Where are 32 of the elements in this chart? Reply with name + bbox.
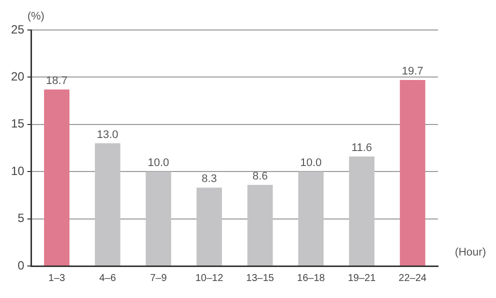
x-tick-label: 13–15 [246,272,274,284]
bar [196,188,222,266]
data-label: 10.0 [300,157,322,170]
x-tick-label: 7–9 [150,272,168,284]
data-label: 19.7 [402,66,424,78]
y-tick-label: 5 [18,211,25,226]
data-label: 18.7 [46,75,68,88]
bar [44,89,70,266]
bar [247,184,273,266]
data-label: 11.6 [351,142,372,154]
bar [146,172,172,266]
data-label: 8.3 [202,173,217,186]
bar [298,172,324,266]
x-tick-label: 16–18 [297,272,326,284]
data-label: 10.0 [148,157,170,170]
y-tick-label: 10 [10,164,25,178]
x-tick-label: 22–24 [398,272,427,284]
y-axis-title: (%) [27,10,44,23]
bar [349,156,374,266]
x-tick-label: 4–6 [99,272,116,284]
x-axis-title: (Hour) [454,246,486,259]
y-tick-label: 25 [10,22,25,36]
bar [400,80,426,266]
x-tick-label: 19–21 [348,272,376,284]
y-tick-label: 0 [18,258,25,272]
data-label: 13.0 [96,128,118,141]
y-tick-label: 15 [10,116,25,131]
data-label: 8.6 [252,170,268,182]
x-tick-label: 1–3 [48,272,66,284]
y-tick-label: 20 [10,70,25,84]
x-tick-label: 10–12 [195,272,224,284]
bar [94,143,120,266]
